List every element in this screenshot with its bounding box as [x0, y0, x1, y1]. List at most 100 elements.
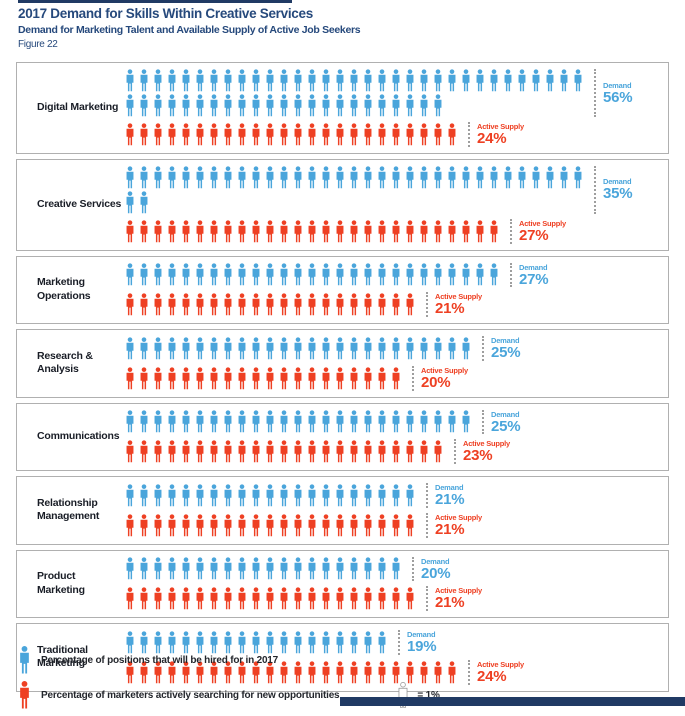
person-icon: [308, 123, 316, 146]
person-icon: [126, 191, 134, 214]
person-icon: [252, 587, 260, 610]
series-name: Demand: [421, 556, 450, 566]
supply-label: Active Supply 20%: [421, 366, 468, 391]
person-icon: [448, 69, 456, 92]
person-icon: [406, 123, 414, 146]
person-icon: [252, 219, 260, 242]
person-icon: [434, 69, 442, 92]
person-icon: [378, 410, 386, 433]
series-name: Demand: [435, 483, 464, 492]
chart-subtitle: Demand for Marketing Talent and Availabl…: [18, 23, 361, 36]
person-icon: [252, 123, 260, 146]
supply-icon-row: [125, 660, 461, 684]
supply-series-line: Active Supply 21%: [125, 586, 662, 611]
person-icon: [448, 337, 456, 360]
person-icon: [126, 123, 134, 146]
person-icon: [364, 263, 372, 286]
person-icon: [322, 484, 330, 507]
person-icon: [154, 513, 162, 536]
legend-supply-text: Percentage of marketers actively searchi…: [41, 689, 340, 701]
person-icon: [406, 293, 414, 316]
person-icon: [182, 337, 190, 360]
person-icon: [350, 366, 358, 389]
demand-icon-row: [125, 166, 587, 214]
person-icon: [196, 440, 204, 463]
person-icon: [364, 337, 372, 360]
person-icon: [336, 410, 344, 433]
person-icon: [154, 337, 162, 360]
person-icon: [266, 366, 274, 389]
category-row: Creative Services Demand 35% Active Supply 2…: [16, 158, 669, 251]
person-icon: [126, 219, 134, 242]
person-icon: [196, 366, 204, 389]
person-icon: [308, 263, 316, 286]
person-icon: [420, 660, 428, 683]
figure-label: Figure 22: [18, 38, 58, 50]
person-icon: [406, 166, 414, 189]
person-icon: [364, 587, 372, 610]
person-icon: [252, 631, 260, 654]
person-icon: [392, 293, 400, 316]
person-icon: [546, 69, 554, 92]
person-icon: [462, 219, 470, 242]
person-icon: [420, 337, 428, 360]
person-icon: [308, 631, 316, 654]
legend-demand-text: Percentage of positions that will be hir…: [41, 654, 279, 666]
person-icon: [154, 660, 162, 683]
person-icon: [126, 440, 134, 463]
person-icon: [126, 263, 134, 286]
person-icon: [350, 166, 358, 189]
person-icon: [308, 69, 316, 92]
person-icon: [336, 337, 344, 360]
person-icon: [238, 337, 246, 360]
person-icon: [210, 587, 218, 610]
person-icon: [322, 366, 330, 389]
chart-area: Demand 19% Active Supply 24%: [125, 630, 662, 685]
person-icon: [350, 293, 358, 316]
person-icon: [378, 484, 386, 507]
person-icon: [140, 219, 148, 242]
person-icon: [210, 293, 218, 316]
dotted-divider: [468, 122, 470, 147]
person-icon: [392, 513, 400, 536]
chart-area: Demand 20% Active Supply 21%: [125, 556, 662, 611]
person-icon: [154, 440, 162, 463]
category-row: Relationship Management Demand 21% Active S…: [16, 476, 669, 545]
person-icon: [168, 440, 176, 463]
person-icon: [182, 440, 190, 463]
category-label: Marketing Operations: [37, 276, 91, 302]
chart-area: Demand 56% Active Supply 24%: [125, 69, 662, 147]
series-name: Active Supply: [435, 512, 482, 522]
person-icon: [364, 94, 372, 117]
person-icon: [322, 587, 330, 610]
person-icon: [378, 69, 386, 92]
person-icon: [252, 440, 260, 463]
person-icon: [168, 513, 176, 536]
category-label: Creative Services: [37, 197, 122, 210]
person-icon: [308, 166, 316, 189]
person-icon: [280, 513, 288, 536]
person-icon: [434, 660, 442, 683]
person-icon: [294, 410, 302, 433]
person-icon: [266, 410, 274, 433]
person-icon: [126, 660, 134, 683]
person-icon: [448, 660, 456, 683]
demand-icon-row: [125, 631, 391, 654]
person-icon: [182, 219, 190, 242]
person-icon: [280, 440, 288, 463]
supply-series-line: Active Supply 24%: [125, 122, 662, 147]
person-icon: [140, 263, 148, 286]
person-icon: [280, 166, 288, 189]
series-name: Demand: [407, 630, 436, 639]
person-icon: [280, 123, 288, 146]
person-icon: [392, 557, 400, 580]
series-value: 19%: [407, 638, 437, 655]
person-icon: [294, 631, 302, 654]
person-icon: [308, 557, 316, 580]
dotted-divider: [468, 659, 470, 685]
person-icon: [350, 410, 358, 433]
person-icon: [182, 123, 190, 146]
chart-area: Demand 25% Active Supply 20%: [125, 336, 662, 391]
person-icon: [322, 513, 330, 536]
person-icon: [364, 366, 372, 389]
